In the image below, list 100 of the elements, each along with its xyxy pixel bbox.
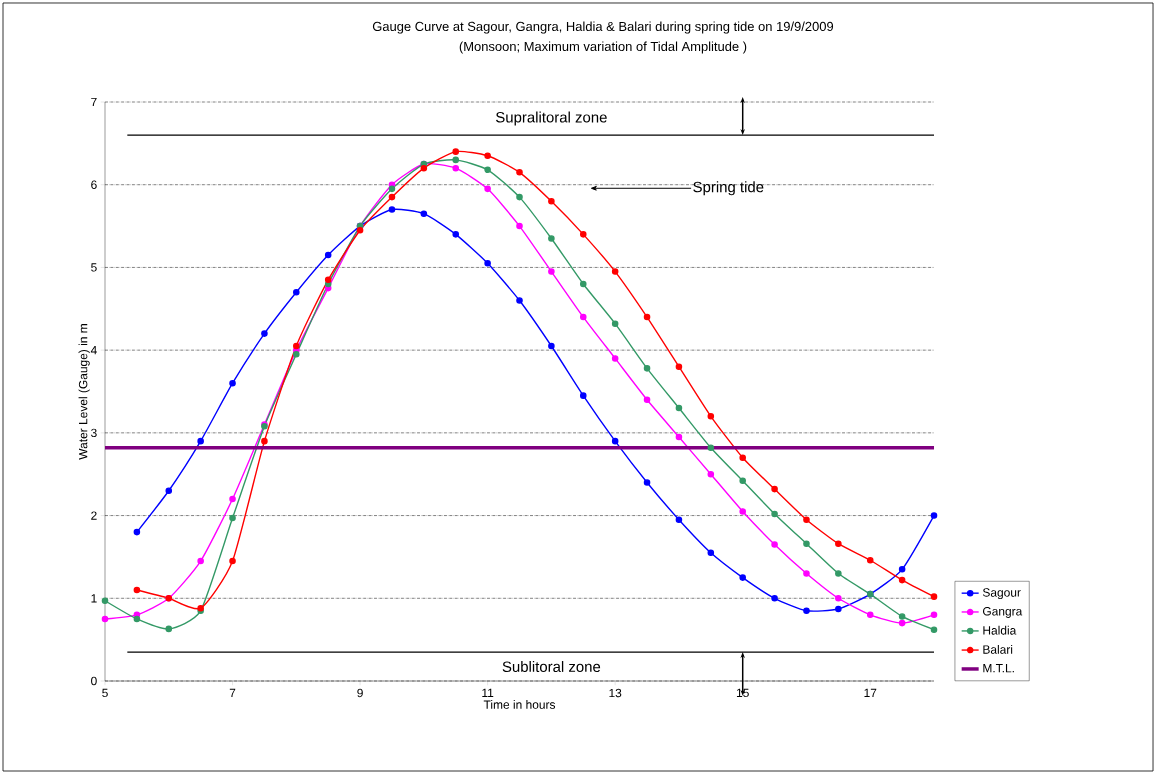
point: [293, 342, 300, 350]
point: [739, 477, 746, 485]
point: [898, 619, 906, 627]
point: [101, 597, 109, 605]
point: [133, 586, 141, 594]
point: [133, 615, 141, 623]
point: [452, 164, 460, 172]
point: [771, 510, 778, 518]
point: [675, 363, 683, 370]
x-tick-label: 13: [609, 688, 622, 698]
point: [229, 495, 236, 503]
point: [835, 570, 842, 577]
point: [643, 365, 651, 372]
point: [803, 607, 810, 614]
point: [516, 222, 523, 230]
point: [548, 197, 555, 205]
y-tick-label: 7: [91, 97, 97, 107]
point: [579, 313, 587, 321]
y-tick-label: 1: [91, 594, 97, 603]
point: [516, 297, 523, 304]
x-tick-label: 17: [864, 688, 877, 697]
point: [484, 260, 491, 267]
y-tick-label: 0: [91, 676, 97, 686]
point: [516, 169, 523, 176]
point: [898, 566, 906, 573]
point: [739, 574, 746, 581]
point: [643, 479, 651, 486]
point: [324, 276, 332, 284]
point: [739, 454, 746, 461]
point: [293, 288, 300, 296]
point: [101, 615, 109, 623]
point: [452, 156, 460, 164]
point: [803, 570, 810, 577]
point: [197, 557, 204, 565]
point: [835, 605, 842, 613]
point: [930, 611, 938, 619]
x-tick-label: 7: [229, 688, 236, 697]
point: [771, 595, 778, 602]
point: [548, 342, 555, 350]
point: [707, 470, 715, 478]
point: [165, 487, 173, 495]
point: [165, 625, 173, 633]
point: [420, 164, 428, 172]
point: [707, 413, 715, 420]
legend-label: Sagour: [982, 588, 1021, 600]
point: [930, 626, 938, 634]
legend-label: Haldia: [983, 625, 1017, 635]
point: [579, 392, 587, 399]
point: [229, 379, 236, 387]
point: [388, 185, 396, 193]
point: [675, 433, 683, 441]
point: [739, 508, 746, 515]
y-axis-title: Water Level (Gauge) in m: [78, 324, 90, 460]
point: [930, 512, 938, 519]
point: [420, 210, 428, 217]
x-axis-title: Time in hours: [483, 700, 556, 709]
x-tick-label: 5: [102, 688, 108, 698]
ref-line-label: Supralitoral zone: [495, 111, 607, 126]
legend-label: Balari: [983, 644, 1013, 654]
point: [707, 444, 715, 452]
point: [452, 231, 460, 238]
point: [484, 185, 491, 193]
point: [293, 350, 300, 358]
point: [356, 226, 364, 234]
chart-subtitle: (Monsoon; Maximum variation of Tidal Amplitude ): [459, 41, 747, 54]
point: [229, 557, 236, 565]
point: [548, 235, 555, 242]
point: [611, 268, 619, 275]
point: [707, 549, 715, 557]
point: [930, 593, 938, 600]
point: [261, 437, 268, 445]
ref-line-label: Sublitoral zone: [502, 661, 601, 673]
point: [516, 193, 523, 201]
point: [484, 166, 491, 174]
point: [675, 404, 683, 412]
y-tick-label: 2: [91, 511, 97, 520]
point: [579, 280, 587, 288]
chart-title: Gauge Curve at Sagour, Gangra, Haldia & Balari during spring tide on 19/9/2009: [372, 21, 834, 34]
point: [866, 556, 874, 564]
annotation: Spring tide: [693, 181, 764, 196]
y-tick-label: 5: [91, 263, 97, 272]
point: [133, 528, 141, 536]
point: [898, 613, 906, 620]
point: [643, 313, 651, 321]
point: [611, 355, 619, 362]
point: [771, 485, 778, 493]
point: [388, 193, 396, 201]
point: [197, 437, 204, 445]
y-tick-label: 4: [90, 346, 97, 355]
point: [643, 396, 651, 404]
legend-label: M.T.L.: [983, 664, 1014, 673]
point: [324, 251, 332, 259]
point: [548, 268, 555, 275]
point: [388, 206, 396, 213]
x-tick-label: 9: [357, 688, 363, 698]
point: [835, 540, 842, 547]
x-tick-label: 15: [736, 688, 749, 698]
point: [611, 320, 619, 327]
point: [803, 540, 810, 547]
point: [261, 330, 268, 337]
